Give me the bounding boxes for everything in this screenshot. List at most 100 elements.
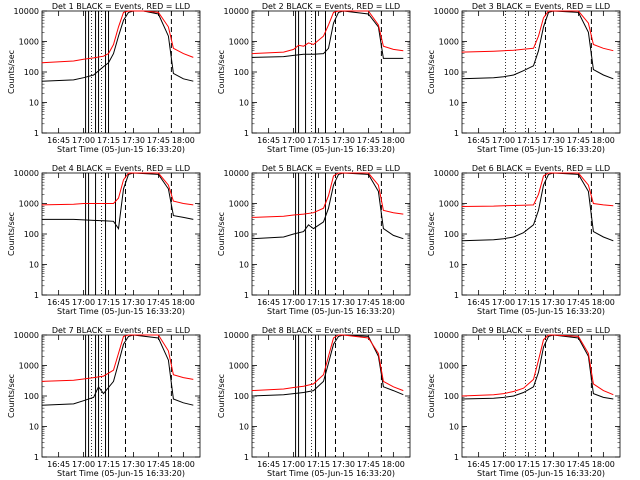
panel-8-ytick-label: 10000 (224, 331, 249, 340)
panel-6-xtick-label: 18:00 (592, 298, 615, 307)
panel-4-ytick-label: 1000 (19, 200, 39, 209)
panel-6-ytick-label: 10000 (434, 169, 459, 178)
panel-3-xtick-label: 17:15 (517, 136, 540, 145)
panel-4-ytick-label: 10 (29, 261, 39, 270)
panel-4-xtick-label: 16:45 (47, 298, 70, 307)
panel-1-ytick-label: 1000 (19, 38, 39, 47)
panel-4-xtick-label: 17:45 (147, 298, 170, 307)
panel-3-xtick-label: 17:00 (492, 136, 515, 145)
panel-1-xtick-label: 17:15 (97, 136, 120, 145)
panel-3-xtick-label: 16:45 (467, 136, 490, 145)
panel-3-xtick-label: 18:00 (592, 136, 615, 145)
panel-9-xtick-label: 17:00 (492, 460, 515, 469)
panel-9-title: Det 9 BLACK = Events, RED = LLD (472, 326, 610, 335)
panel-5-xtick-label: 17:15 (307, 298, 330, 307)
panel-6-xtick-label: 17:00 (492, 298, 515, 307)
panel-4-ytick-label: 1 (34, 291, 39, 300)
panel-9-ylabel: Counts/sec (427, 374, 436, 418)
panel-3-series-events (461, 10, 614, 80)
panel-9-ytick-label: 1000 (439, 362, 459, 371)
panel-3-ylabel: Counts/sec (427, 50, 436, 94)
panel-9-series-events (461, 334, 614, 400)
panel-3-xtick-label: 17:45 (567, 136, 590, 145)
panel-2-series-lld (251, 10, 404, 55)
panel-5-ytick-label: 10 (239, 261, 249, 270)
panel-2-ytick-label: 1000 (229, 38, 249, 47)
panel-8-ytick-label: 1000 (229, 362, 249, 371)
panel-2-ylabel: Counts/sec (217, 50, 226, 94)
panel-1-xtick-label: 18:00 (172, 136, 195, 145)
panel-7-xtick-label: 16:45 (47, 460, 70, 469)
panel-6-ytick-label: 1000 (439, 200, 459, 209)
panel-7-xtick-label: 17:45 (147, 460, 170, 469)
panel-5-series-events (251, 172, 404, 240)
panel-5-xtick-label: 17:00 (282, 298, 305, 307)
panel-9-ytick-label: 10 (449, 423, 459, 432)
panel-4-xtick-label: 18:00 (172, 298, 195, 307)
panel-3-ytick-label: 1 (454, 129, 459, 138)
panel-9-ytick-label: 10000 (434, 331, 459, 340)
panel-5-series-lld (251, 172, 404, 218)
panel-8-series-lld (251, 334, 404, 392)
panel-2-series-events (251, 10, 404, 59)
panel-8-xtick-label: 17:00 (282, 460, 305, 469)
panel-7-ytick-label: 10 (29, 423, 39, 432)
panel-3-ytick-label: 1000 (439, 38, 459, 47)
panel-7-ylabel: Counts/sec (7, 374, 16, 418)
panel-6-series-events (461, 172, 614, 242)
panel-9-ytick-label: 100 (444, 392, 459, 401)
panel-5-ytick-label: 10000 (224, 169, 249, 178)
panel-6-ytick-label: 100 (444, 230, 459, 239)
panel-6-title: Det 6 BLACK = Events, RED = LLD (472, 164, 610, 173)
panel-6-series-lld (461, 172, 614, 207)
panel-5-axes-box (251, 172, 411, 296)
panel-1-ylabel: Counts/sec (7, 50, 16, 94)
panel-4-xtick-label: 17:30 (122, 298, 145, 307)
panel-8-series-events (251, 334, 404, 397)
panel-1-series-lld (41, 10, 194, 64)
panel-9-xtick-label: 17:45 (567, 460, 590, 469)
panel-8-xtick-label: 17:45 (357, 460, 380, 469)
panel-7-ytick-label: 1000 (19, 362, 39, 371)
panel-2-ytick-label: 10 (239, 99, 249, 108)
panel-2-ytick-label: 10000 (224, 7, 249, 16)
panel-5-xtick-label: 17:30 (332, 298, 355, 307)
panel-5-ytick-label: 1 (244, 291, 249, 300)
panel-5-xlabel: Start Time (05-Jun-15 16:33:20) (267, 307, 395, 316)
panel-1-xtick-label: 16:45 (47, 136, 70, 145)
panel-7-series-events (41, 334, 194, 406)
panel-4-title: Det 4 BLACK = Events, RED = LLD (52, 164, 190, 173)
panel-3-axes-box (461, 10, 621, 134)
panel-6-axes-box (461, 172, 621, 296)
panel-8-xtick-label: 17:15 (307, 460, 330, 469)
panel-8-title: Det 8 BLACK = Events, RED = LLD (262, 326, 400, 335)
panel-9-ytick-label: 1 (454, 453, 459, 462)
panel-6-xtick-label: 17:30 (542, 298, 565, 307)
panel-3-title: Det 3 BLACK = Events, RED = LLD (472, 2, 610, 11)
panel-2-title: Det 2 BLACK = Events, RED = LLD (262, 2, 400, 11)
panel-3-ytick-label: 10 (449, 99, 459, 108)
panel-2-xtick-label: 17:45 (357, 136, 380, 145)
panel-4-ylabel: Counts/sec (7, 212, 16, 256)
panel-1-series-events (41, 10, 194, 82)
panel-6-ytick-label: 1 (454, 291, 459, 300)
panel-1-xtick-label: 17:30 (122, 136, 145, 145)
panel-1-ytick-label: 100 (24, 68, 39, 77)
panel-6-xtick-label: 17:45 (567, 298, 590, 307)
panel-2-ytick-label: 100 (234, 68, 249, 77)
panel-2-xlabel: Start Time (05-Jun-15 16:33:20) (267, 145, 395, 154)
panel-9-xtick-label: 16:45 (467, 460, 490, 469)
panel-7-xtick-label: 17:30 (122, 460, 145, 469)
panel-9-xlabel: Start Time (05-Jun-15 16:33:20) (477, 469, 605, 478)
panel-4-xtick-label: 17:00 (72, 298, 95, 307)
panel-2-axes-box (251, 10, 411, 134)
panel-5-title: Det 5 BLACK = Events, RED = LLD (262, 164, 400, 173)
panel-2-xtick-label: 16:45 (257, 136, 280, 145)
panel-1-ytick-label: 1 (34, 129, 39, 138)
panel-4-series-events (41, 172, 194, 230)
panel-3-ytick-label: 10000 (434, 7, 459, 16)
panel-9-xtick-label: 18:00 (592, 460, 615, 469)
panel-1-xtick-label: 17:45 (147, 136, 170, 145)
panel-2-xtick-label: 17:00 (282, 136, 305, 145)
